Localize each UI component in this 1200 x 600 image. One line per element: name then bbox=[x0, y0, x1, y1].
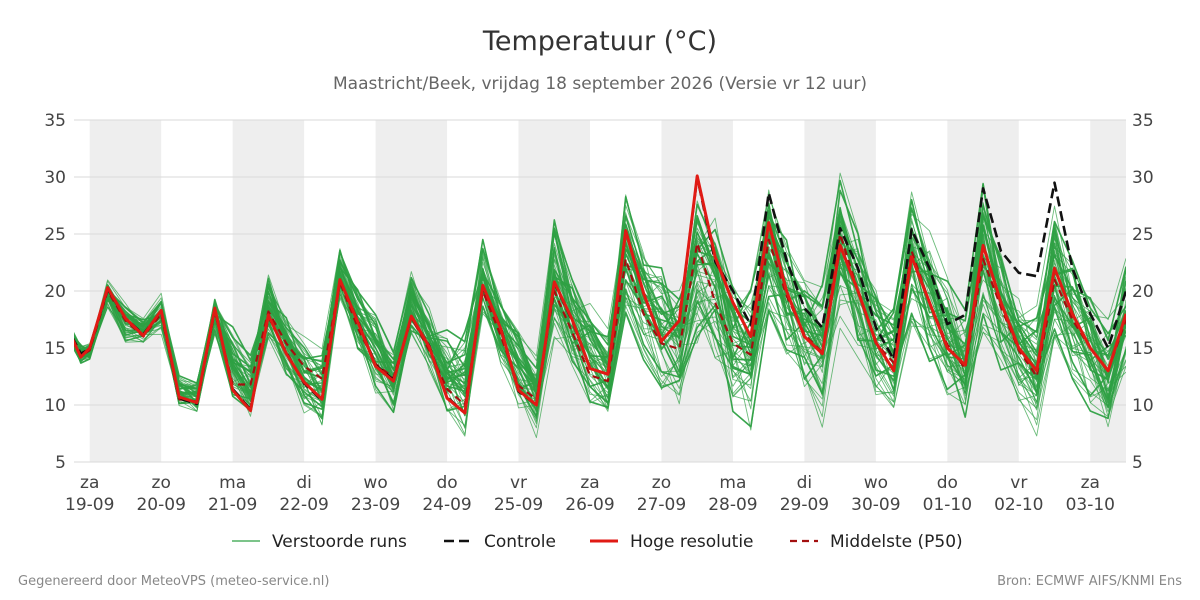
x-tick-date: 25-09 bbox=[494, 495, 543, 515]
ensemble-run-39 bbox=[74, 200, 1126, 401]
y-tick-right-25: 25 bbox=[1132, 225, 1154, 245]
x-tick-day: ma bbox=[219, 473, 246, 493]
x-tick-day: vr bbox=[510, 473, 527, 493]
x-tick-date: 03-10 bbox=[1066, 495, 1115, 515]
x-tick-date: 30-09 bbox=[851, 495, 900, 515]
y-tick-left-15: 15 bbox=[44, 339, 66, 359]
y-axis-right: 5 10 15 20 25 30 35 bbox=[1132, 111, 1154, 473]
ensemble-run-36 bbox=[74, 206, 1126, 401]
plot-area bbox=[74, 172, 1126, 439]
x-tick-day: ma bbox=[719, 473, 746, 493]
x-tick-date: 26-09 bbox=[565, 495, 614, 515]
main-series bbox=[74, 174, 1126, 415]
legend-label-ensemble: Verstoorde runs bbox=[272, 532, 407, 552]
legend-label-hoge-resolutie: Hoge resolutie bbox=[630, 532, 754, 552]
y-tick-left-30: 30 bbox=[44, 168, 66, 188]
x-tick-date: 24-09 bbox=[422, 495, 471, 515]
x-tick-day: za bbox=[80, 473, 99, 493]
series-hoge-resolutie bbox=[74, 174, 1126, 415]
x-tick-day: zo bbox=[152, 473, 171, 493]
legend: Verstoorde runs Controle Hoge resolutie … bbox=[232, 532, 963, 552]
ensemble-run-30 bbox=[74, 195, 1126, 384]
x-axis: za19-09zo20-09ma21-09di22-09wo23-09do24-… bbox=[65, 473, 1115, 515]
x-tick-date: 20-09 bbox=[136, 495, 185, 515]
ensemble-run-48 bbox=[74, 261, 1126, 412]
x-tick-date: 28-09 bbox=[708, 495, 757, 515]
legend-label-controle: Controle bbox=[484, 532, 556, 552]
x-tick-day: wo bbox=[363, 473, 387, 493]
x-tick-date: 29-09 bbox=[780, 495, 829, 515]
ensemble-run-46 bbox=[74, 231, 1126, 403]
x-tick-date: 02-10 bbox=[994, 495, 1043, 515]
y-axis-left: 5 10 15 20 25 30 35 bbox=[44, 111, 66, 473]
x-tick-day: di bbox=[296, 473, 312, 493]
y-tick-right-35: 35 bbox=[1132, 111, 1154, 131]
ensemble-run-49 bbox=[74, 206, 1126, 390]
y-tick-left-25: 25 bbox=[44, 225, 66, 245]
x-tick-day: do bbox=[436, 473, 457, 493]
footer-generated-by: Gegenereerd door MeteoVPS (meteo-service… bbox=[18, 574, 329, 589]
x-tick-date: 22-09 bbox=[279, 495, 328, 515]
x-tick-day: di bbox=[797, 473, 813, 493]
chart-subtitle: Maastricht/Beek, vrijdag 18 september 20… bbox=[333, 74, 867, 94]
x-tick-day: za bbox=[580, 473, 599, 493]
x-tick-day: do bbox=[937, 473, 958, 493]
y-tick-right-30: 30 bbox=[1132, 168, 1154, 188]
legend-label-p50: Middelste (P50) bbox=[830, 532, 963, 552]
y-tick-right-5: 5 bbox=[1132, 453, 1143, 473]
x-tick-date: 01-10 bbox=[923, 495, 972, 515]
x-tick-day: zo bbox=[652, 473, 671, 493]
y-tick-right-10: 10 bbox=[1132, 396, 1154, 416]
y-tick-left-5: 5 bbox=[55, 453, 66, 473]
x-tick-date: 21-09 bbox=[208, 495, 257, 515]
x-tick-day: wo bbox=[864, 473, 888, 493]
ensemble-run-32 bbox=[74, 263, 1126, 437]
x-tick-date: 19-09 bbox=[65, 495, 114, 515]
x-tick-day: vr bbox=[1010, 473, 1027, 493]
chart-title: Temperatuur (°C) bbox=[482, 26, 717, 57]
y-tick-left-10: 10 bbox=[44, 396, 66, 416]
x-tick-day: za bbox=[1081, 473, 1100, 493]
y-tick-left-20: 20 bbox=[44, 282, 66, 302]
x-tick-date: 27-09 bbox=[637, 495, 686, 515]
y-tick-left-35: 35 bbox=[44, 111, 66, 131]
x-tick-date: 23-09 bbox=[351, 495, 400, 515]
footer-source: Bron: ECMWF AIFS/KNMI Ens bbox=[997, 574, 1182, 589]
y-tick-right-20: 20 bbox=[1132, 282, 1154, 302]
y-tick-right-15: 15 bbox=[1132, 339, 1154, 359]
ensemble-run-41 bbox=[74, 223, 1126, 404]
